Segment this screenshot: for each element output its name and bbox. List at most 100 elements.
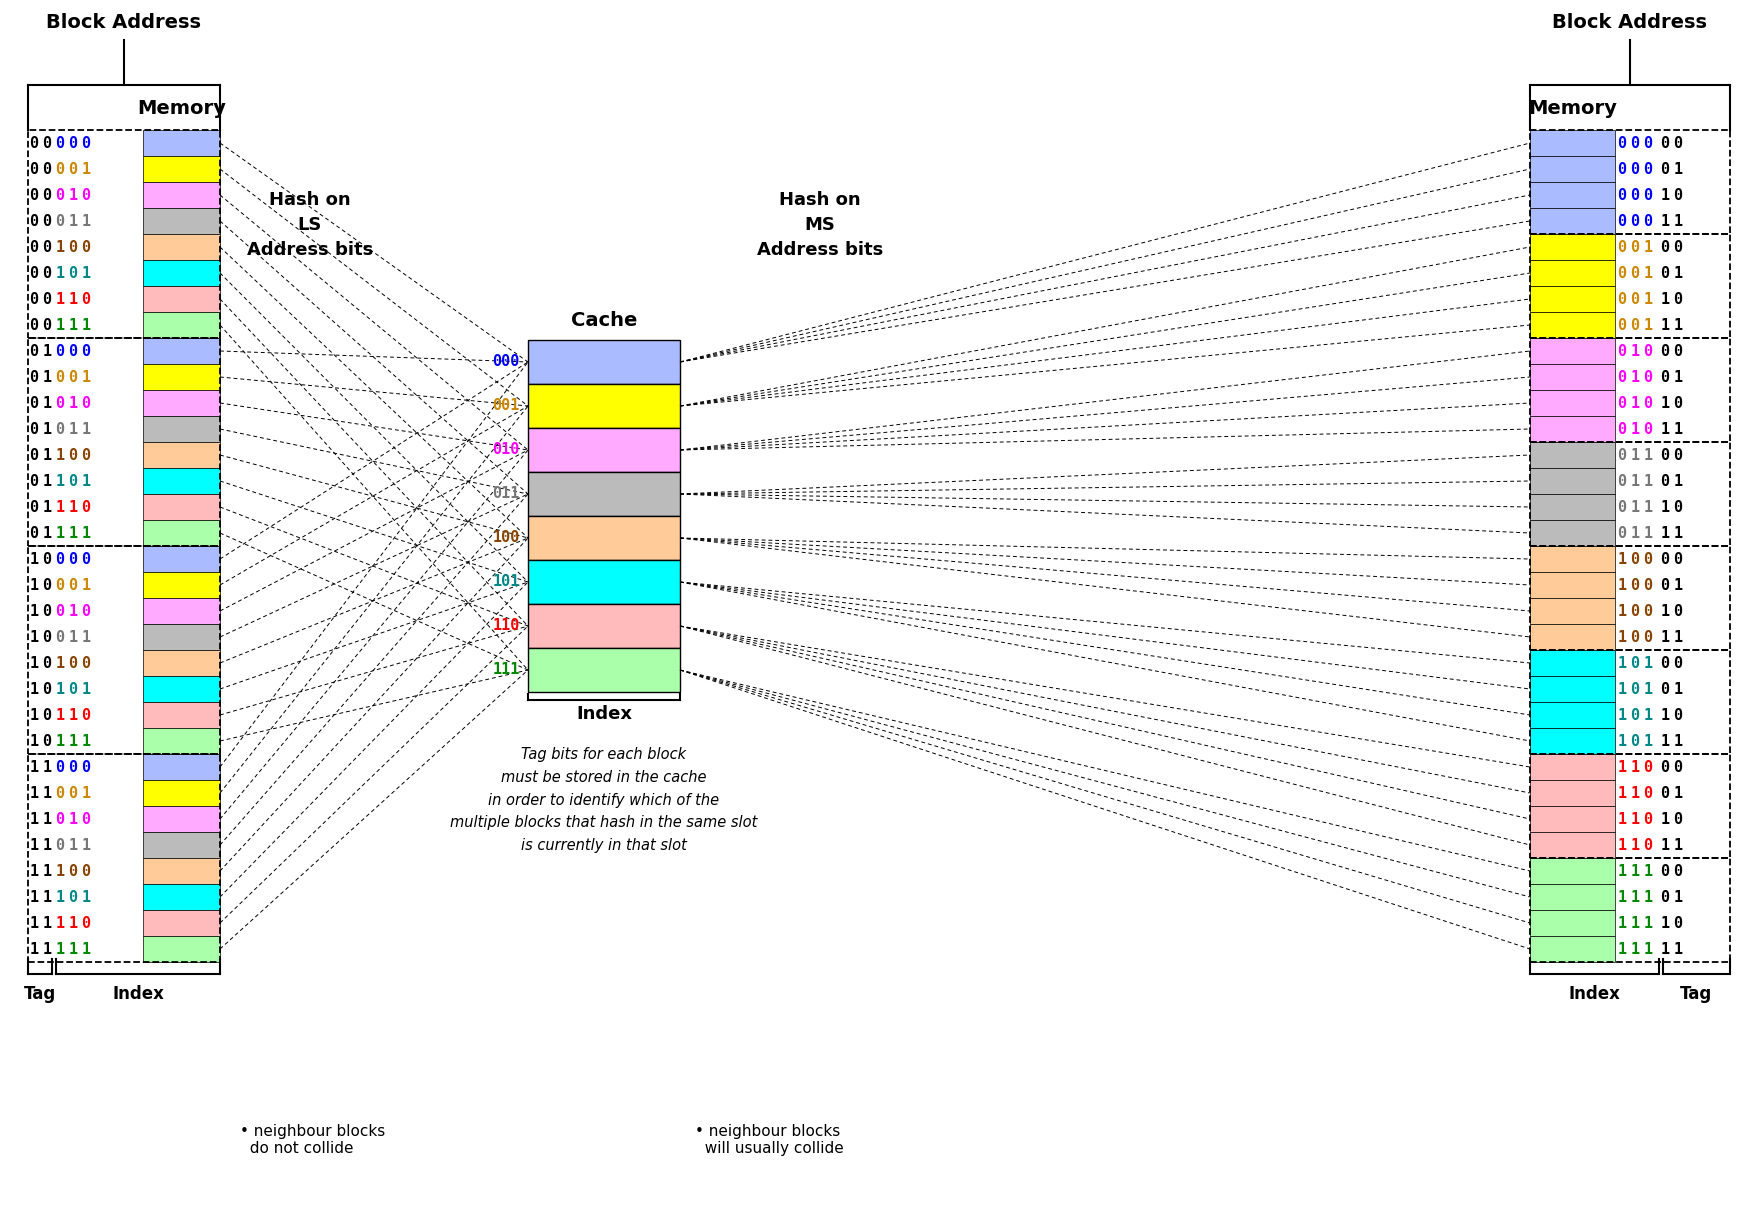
Bar [142, 156, 220, 182]
Text: 0: 0 [42, 213, 51, 229]
Text: 1: 1 [30, 863, 39, 879]
Text: • neighbour blocks
  do not collide: • neighbour blocks do not collide [239, 1124, 385, 1156]
Text: 1: 1 [42, 812, 51, 827]
Text: 1: 1 [1618, 629, 1627, 645]
Text: 1: 1 [30, 760, 39, 774]
Text: 1: 1 [1673, 837, 1683, 852]
Text: 0: 0 [1660, 785, 1669, 800]
Bar [142, 884, 220, 910]
Bar [1530, 884, 1615, 910]
Text: 1: 1 [56, 265, 65, 280]
Bar [1530, 286, 1615, 311]
Text: 0: 0 [81, 292, 90, 307]
Text: 0: 0 [30, 395, 39, 411]
Text: 1: 1 [1618, 577, 1627, 593]
Bar [142, 338, 220, 364]
Text: Hash on
MS
Address bits: Hash on MS Address bits [756, 191, 883, 259]
Text: 1: 1 [30, 890, 39, 904]
Bar [28, 754, 220, 962]
Bar [1530, 806, 1615, 831]
Bar [142, 676, 220, 702]
Text: 0: 0 [56, 837, 65, 852]
Text: 1: 1 [42, 785, 51, 800]
Text: 1: 1 [1660, 837, 1669, 852]
Text: 0: 0 [42, 551, 51, 566]
Bar [1530, 234, 1615, 261]
Text: 010: 010 [493, 442, 521, 457]
Text: 0: 0 [69, 656, 77, 670]
Bar [1530, 390, 1615, 416]
Text: 1: 1 [1618, 604, 1627, 618]
Text: 0: 0 [1631, 240, 1639, 255]
Text: 0: 0 [1631, 136, 1639, 150]
Text: 0: 0 [69, 890, 77, 904]
Text: 0: 0 [81, 447, 90, 463]
Text: 0: 0 [1631, 265, 1639, 280]
Text: 0: 0 [1673, 343, 1683, 359]
Text: 1: 1 [81, 629, 90, 645]
Text: 0: 0 [30, 213, 39, 229]
Text: 0: 0 [69, 370, 77, 384]
Text: 0: 0 [42, 681, 51, 697]
Text: 0: 0 [1660, 161, 1669, 177]
Text: 1: 1 [69, 318, 77, 332]
Text: 1: 1 [42, 837, 51, 852]
Bar [528, 604, 681, 648]
Bar [142, 442, 220, 468]
Text: 1: 1 [1673, 474, 1683, 488]
Text: 0: 0 [1631, 604, 1639, 618]
Text: 0: 0 [56, 136, 65, 150]
Text: 1: 1 [42, 370, 51, 384]
Text: 1: 1 [1673, 942, 1683, 956]
Bar [142, 572, 220, 598]
Text: Tag bits for each block
must be stored in the cache
in order to identify which o: Tag bits for each block must be stored i… [450, 747, 758, 853]
Text: 0: 0 [56, 343, 65, 359]
Text: 0: 0 [56, 629, 65, 645]
Text: 1: 1 [1643, 318, 1652, 332]
Bar [142, 208, 220, 234]
Text: 1: 1 [1643, 733, 1652, 749]
Bar [1530, 208, 1615, 234]
Text: 1: 1 [56, 681, 65, 697]
Text: 0: 0 [56, 395, 65, 411]
Text: 1: 1 [42, 447, 51, 463]
Text: 1: 1 [1631, 422, 1639, 436]
Bar [528, 648, 681, 692]
Bar [1530, 831, 1615, 858]
Text: 0: 0 [1643, 188, 1652, 202]
Text: 0: 0 [81, 863, 90, 879]
Text: 1: 1 [1631, 447, 1639, 463]
Text: 0: 0 [1673, 551, 1683, 566]
Text: 1: 1 [1631, 915, 1639, 931]
Text: 1: 1 [56, 474, 65, 488]
Text: 0: 0 [1643, 551, 1652, 566]
Bar [142, 234, 220, 261]
Text: 0: 0 [1618, 422, 1627, 436]
Bar [1530, 416, 1615, 442]
Text: 0: 0 [56, 213, 65, 229]
Bar [142, 728, 220, 754]
Text: 1: 1 [1643, 890, 1652, 904]
Text: 1: 1 [69, 395, 77, 411]
Text: 1: 1 [1673, 785, 1683, 800]
Text: 0: 0 [1618, 343, 1627, 359]
Text: 110: 110 [493, 618, 521, 634]
Text: 0: 0 [1631, 318, 1639, 332]
Text: 1: 1 [69, 526, 77, 541]
Bar [1530, 754, 1731, 858]
Bar [142, 494, 220, 520]
Bar [1530, 468, 1615, 494]
Bar [1530, 364, 1615, 390]
Text: 0: 0 [69, 240, 77, 255]
Text: 0: 0 [42, 318, 51, 332]
Text: 1: 1 [1631, 395, 1639, 411]
Text: 1: 1 [1631, 760, 1639, 774]
Text: 0: 0 [1631, 629, 1639, 645]
Text: 1: 1 [69, 915, 77, 931]
Text: 1: 1 [30, 812, 39, 827]
Text: 1: 1 [1618, 733, 1627, 749]
Text: 1: 1 [69, 213, 77, 229]
Text: 0: 0 [1660, 760, 1669, 774]
Text: 1: 1 [1618, 656, 1627, 670]
Bar [528, 471, 681, 516]
